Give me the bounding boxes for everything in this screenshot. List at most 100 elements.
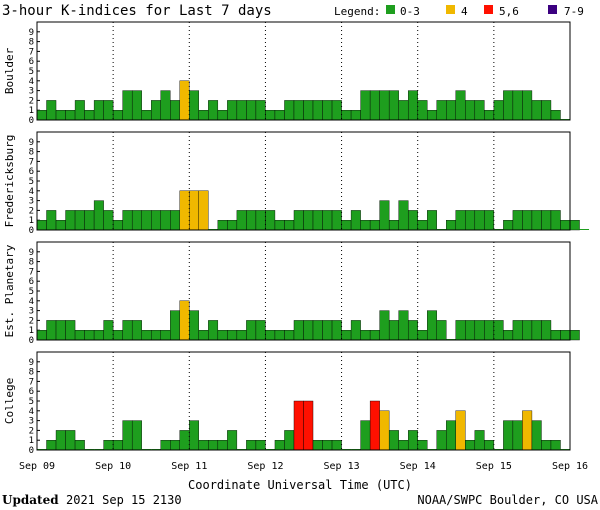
bar — [541, 320, 552, 341]
bar — [303, 400, 314, 451]
bar — [160, 90, 171, 121]
bar — [398, 200, 409, 231]
y-tick-label: 6 — [29, 167, 34, 177]
x-tick-label: Sep 09 — [19, 461, 55, 472]
y-tick-label: 9 — [29, 28, 34, 38]
bar — [522, 410, 533, 451]
bar — [522, 320, 533, 341]
bar — [407, 210, 418, 231]
panel-y-label: Fredericksburg — [3, 135, 16, 228]
y-tick-label: 4 — [29, 297, 34, 307]
bar — [36, 219, 47, 231]
bar — [455, 210, 466, 231]
bar — [265, 109, 276, 121]
panel-y-label: Est. Planetary — [3, 244, 16, 337]
bar — [579, 229, 590, 230]
legend-swatch-5-6 — [484, 5, 493, 14]
y-tick-label: 7 — [29, 157, 34, 167]
source-credit: NOAA/SWPC Boulder, CO USA — [417, 493, 598, 507]
bar — [417, 330, 428, 341]
bar — [493, 320, 504, 341]
bar — [141, 109, 152, 121]
bar — [198, 330, 209, 341]
bar — [74, 330, 85, 341]
bar — [312, 100, 323, 121]
bar — [379, 90, 390, 121]
y-tick-label: 3 — [29, 417, 34, 427]
chart-title: 3-hour K-indices for Last 7 days — [2, 3, 272, 19]
bar — [531, 320, 542, 341]
bar — [246, 320, 257, 341]
x-tick-label: Sep 14 — [400, 461, 436, 472]
bar — [312, 440, 323, 451]
bar — [179, 300, 190, 341]
bar — [379, 200, 390, 231]
bar — [55, 430, 66, 451]
legend-swatch-0-3 — [386, 5, 395, 14]
bar — [46, 100, 57, 121]
y-tick-label: 0 — [29, 336, 34, 346]
bar — [493, 100, 504, 121]
bar — [322, 210, 333, 231]
y-tick-label: 4 — [29, 407, 34, 417]
bar — [427, 109, 437, 121]
bar — [160, 330, 171, 341]
bar — [293, 100, 304, 121]
y-tick-label: 5 — [29, 287, 34, 297]
bar — [417, 100, 428, 121]
bar — [369, 90, 380, 121]
bar — [436, 430, 447, 451]
bar — [350, 109, 361, 121]
bar — [455, 410, 466, 451]
bar — [246, 440, 257, 451]
y-tick-label: 8 — [29, 368, 34, 378]
bar — [484, 320, 495, 341]
bar — [198, 109, 209, 121]
bar — [522, 210, 533, 231]
bar — [84, 210, 95, 231]
bar — [512, 90, 523, 121]
x-axis-label: Coordinate Universal Time (UTC) — [188, 478, 412, 492]
bar — [312, 210, 323, 231]
bar — [274, 330, 285, 341]
bar — [407, 430, 418, 451]
bar — [179, 80, 190, 121]
bar — [217, 109, 228, 121]
bar — [550, 440, 561, 451]
y-tick-label: 9 — [29, 138, 34, 148]
bar — [436, 320, 447, 341]
bar — [550, 109, 561, 121]
bar — [303, 320, 314, 341]
bar — [36, 109, 47, 121]
bar — [246, 100, 257, 121]
bar — [284, 330, 295, 341]
bar — [541, 440, 552, 451]
y-tick-label: 8 — [29, 148, 34, 158]
y-tick-label: 7 — [29, 267, 34, 277]
bar — [512, 320, 523, 341]
bar — [151, 330, 161, 341]
bar — [103, 100, 114, 121]
updated-value: 2021 Sep 15 2130 — [66, 493, 182, 507]
bar — [255, 440, 266, 451]
y-tick-label: 5 — [29, 397, 34, 407]
bar — [465, 440, 476, 451]
y-tick-label: 3 — [29, 197, 34, 207]
bar — [560, 330, 571, 341]
bar — [531, 210, 542, 231]
bar — [407, 320, 418, 341]
bar — [284, 430, 295, 451]
y-tick-label: 9 — [29, 358, 34, 368]
bar — [436, 100, 447, 121]
bar — [350, 210, 361, 231]
bar — [274, 440, 285, 451]
x-tick-label: Sep 12 — [247, 461, 283, 472]
y-tick-label: 3 — [29, 87, 34, 97]
bar — [170, 440, 180, 451]
x-tick-label: Sep 15 — [476, 461, 512, 472]
y-tick-label: 7 — [29, 47, 34, 57]
y-tick-label: 6 — [29, 387, 34, 397]
bar — [36, 330, 47, 341]
